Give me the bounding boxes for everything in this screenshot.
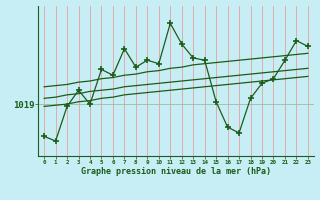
X-axis label: Graphe pression niveau de la mer (hPa): Graphe pression niveau de la mer (hPa): [81, 167, 271, 176]
